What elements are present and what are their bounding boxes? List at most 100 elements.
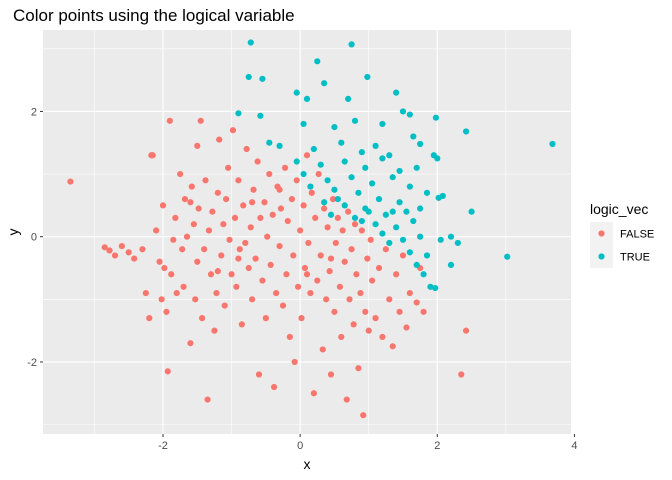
data-point-true (293, 89, 300, 96)
data-point-false (353, 271, 360, 278)
data-point-false (214, 189, 221, 196)
data-point-false (327, 371, 335, 378)
data-point-false (259, 277, 266, 284)
data-point-false (382, 246, 389, 253)
y-tick-label: 2 (31, 106, 37, 118)
data-point-false (323, 296, 330, 303)
y-tick-label: 0 (31, 232, 37, 244)
data-point-true (423, 189, 431, 196)
data-point-false (159, 202, 167, 209)
data-point-false (213, 289, 220, 297)
data-point-false (462, 327, 470, 334)
data-point-true (396, 199, 403, 206)
data-point-false (413, 299, 420, 306)
data-point-true (324, 177, 331, 184)
data-point-false (273, 289, 280, 297)
x-tick-label: 2 (434, 440, 440, 452)
data-point-false (142, 289, 149, 297)
data-point-true (338, 139, 345, 146)
data-point-false (235, 177, 242, 184)
data-point-false (247, 224, 254, 231)
data-point-false (270, 383, 278, 391)
data-point-true (439, 192, 446, 200)
data-point-true (399, 108, 407, 115)
data-point-false (358, 227, 365, 234)
data-point-true (406, 249, 413, 256)
data-point-true (379, 230, 386, 237)
data-point-true (504, 253, 511, 260)
data-point-false (238, 321, 245, 328)
data-point-false (314, 277, 321, 284)
data-point-true (447, 233, 455, 240)
data-point-true (434, 155, 441, 162)
data-point-false (303, 152, 311, 159)
data-point-true (310, 145, 317, 153)
major-gridlines (43, 30, 575, 434)
data-point-true (417, 233, 424, 240)
data-point-false (276, 186, 283, 193)
data-point-false (190, 221, 197, 228)
data-point-false (202, 177, 209, 184)
data-point-false (324, 224, 331, 231)
data-point-false (319, 346, 326, 353)
data-point-false (166, 117, 173, 124)
data-point-true (317, 161, 324, 168)
data-point-false (187, 199, 194, 206)
data-point-false (379, 333, 386, 341)
data-point-false (228, 271, 235, 278)
data-point-false (168, 271, 175, 278)
data-point-true (351, 117, 359, 124)
data-point-false (153, 227, 160, 234)
data-point-true (314, 58, 321, 65)
legend-label-true: TRUE (620, 252, 650, 264)
data-point-true (341, 202, 348, 209)
data-point-true (410, 217, 417, 225)
data-point-true (382, 211, 389, 218)
data-point-false (321, 205, 328, 212)
data-point-false (201, 246, 208, 253)
data-point-false (235, 255, 242, 262)
data-point-true (437, 236, 444, 243)
data-point-false (254, 158, 261, 165)
y-tick-label: -2 (27, 357, 37, 369)
data-point-true (386, 239, 393, 247)
data-point-true (247, 39, 254, 46)
data-point-false (310, 390, 317, 397)
data-point-false (293, 177, 300, 184)
data-point-false (242, 239, 249, 247)
data-point-false (297, 227, 304, 234)
data-point-true (432, 284, 439, 292)
data-point-true (293, 158, 300, 165)
data-point-true (364, 73, 371, 81)
data-point-false (332, 239, 339, 247)
data-point-false (173, 289, 180, 297)
data-point-true (403, 208, 410, 215)
chart-title: Color points using the logical variable (13, 6, 295, 25)
data-point-true (423, 252, 431, 259)
plot-panel (43, 30, 571, 434)
data-point-false (111, 252, 119, 259)
data-point-false (393, 271, 400, 278)
data-point-true (447, 261, 455, 268)
data-point-false (205, 227, 213, 234)
data-point-false (326, 268, 333, 275)
data-point-true (375, 196, 383, 203)
data-point-true (420, 271, 427, 278)
data-point-false (266, 170, 273, 178)
data-point-true (358, 149, 365, 156)
data-point-false (195, 205, 202, 212)
data-point-false (106, 247, 113, 254)
legend-items: FALSE TRUE (590, 222, 654, 268)
data-point-true (454, 239, 461, 247)
data-point-true (348, 174, 355, 181)
legend-title: logic_vec (590, 201, 648, 217)
data-point-false (399, 252, 407, 259)
data-point-false (221, 302, 228, 309)
data-point-false (336, 283, 344, 290)
data-point-false (307, 289, 314, 297)
data-point-false (279, 302, 287, 309)
data-point-false (329, 196, 337, 203)
data-point-false (261, 199, 268, 206)
data-point-false (367, 236, 374, 243)
data-point-true (355, 189, 362, 196)
